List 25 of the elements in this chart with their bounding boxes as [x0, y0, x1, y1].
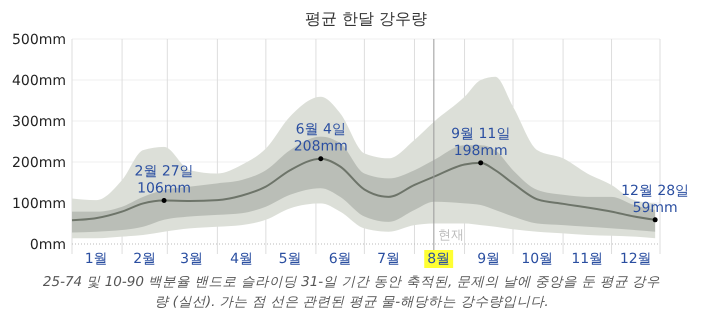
x-tick-label: 5월 [278, 251, 302, 267]
y-tick-label: 400mm [12, 72, 66, 89]
x-tick-label: 2월 [133, 251, 156, 267]
annotation: 12월 28일 59mm [621, 182, 690, 216]
y-tick-label: 200mm [12, 154, 66, 171]
y-tick-label: 100mm [12, 196, 66, 212]
x-tick-label: 11월 [571, 251, 604, 267]
x-tick-label: 1월 [84, 251, 108, 267]
x-tick-label: 3월 [180, 251, 203, 267]
y-tick-label: 300mm [12, 114, 66, 130]
y-tick-label: 500mm [12, 32, 66, 48]
x-tick-label: 4월 [230, 251, 254, 267]
ref-line-label: 현재 [438, 228, 464, 243]
x-tick-label: 9월 [477, 251, 500, 267]
x-tick-label: 6월 [328, 251, 352, 267]
annotation: 6월 4일 208mm [294, 122, 348, 155]
text: 25-74 및 10-90 백분율 밴드로 슬라이딩 31-일 기간 동안 축적된, 문제의 날에 중앙을 둔 평균 강우량 (실선). 가는 점 선은 관련된 평균 물-해당하는 강수량입니다. [42, 274, 660, 310]
y-tick-label: 0mm [30, 236, 66, 253]
chart-title: 평균 한달 강우량 [304, 9, 428, 28]
x-tick-label: 10월 [521, 251, 554, 267]
annotation: 9월 11일 198mm [451, 126, 510, 159]
annotation: 2월 27일 106mm [134, 164, 194, 197]
x-tick-label: 8월 [427, 251, 450, 267]
x-tick-label: 7월 [377, 251, 400, 267]
x-tick-label: 12월 [620, 251, 652, 267]
